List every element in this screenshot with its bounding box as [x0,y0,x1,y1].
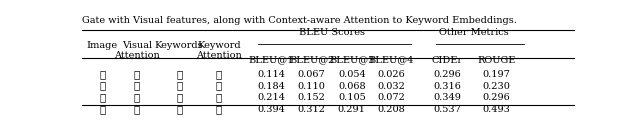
Text: ✓: ✓ [216,105,222,114]
Text: CIDEr: CIDEr [431,56,463,64]
Text: 0.296: 0.296 [433,70,461,79]
Text: 0.316: 0.316 [433,82,461,91]
Text: 0.105: 0.105 [338,93,365,102]
Text: ✗: ✗ [216,82,222,91]
Text: 0.208: 0.208 [378,105,405,114]
Text: Other Metrics: Other Metrics [440,28,509,38]
Text: Image: Image [87,41,118,50]
Text: Visual
Attention: Visual Attention [114,41,160,60]
Text: ✓: ✓ [99,105,106,114]
Text: BLEU@4: BLEU@4 [369,56,414,64]
Text: 0.032: 0.032 [378,82,405,91]
Text: Keywords: Keywords [155,41,204,50]
Text: ✓: ✓ [99,70,106,79]
Text: Gate with Visual features, along with Context-aware Attention to Keyword Embeddi: Gate with Visual features, along with Co… [83,16,517,25]
Text: 0.114: 0.114 [257,70,285,79]
Text: ✓: ✓ [99,82,106,91]
Text: ✓: ✓ [99,93,106,102]
Text: Keyword
Attention: Keyword Attention [196,41,242,60]
Text: ✓: ✓ [134,105,140,114]
Text: 0.110: 0.110 [298,82,326,91]
Text: ✓: ✓ [176,93,182,102]
Text: BLEU@1: BLEU@1 [248,56,294,64]
Text: 0.349: 0.349 [433,93,461,102]
Text: 0.394: 0.394 [257,105,285,114]
Text: 0.067: 0.067 [298,70,326,79]
Text: ✗: ✗ [134,70,140,79]
Text: ✓: ✓ [176,105,182,114]
Text: ✗: ✗ [176,70,182,79]
Text: ✗: ✗ [216,93,222,102]
Text: ✓: ✓ [134,93,140,102]
Text: 0.068: 0.068 [338,82,365,91]
Text: ✓: ✓ [134,82,140,91]
Text: ROUGE: ROUGE [477,56,516,64]
Text: 0.230: 0.230 [483,82,511,91]
Text: BLEU Scores: BLEU Scores [299,28,365,38]
Text: 0.312: 0.312 [298,105,326,114]
Text: 0.537: 0.537 [433,105,461,114]
Text: ✗: ✗ [176,82,182,91]
Text: 0.152: 0.152 [298,93,326,102]
Text: 0.072: 0.072 [378,93,405,102]
Text: BLEU@3: BLEU@3 [329,56,374,64]
Text: 0.026: 0.026 [378,70,405,79]
Text: 0.296: 0.296 [483,93,511,102]
Text: 0.291: 0.291 [338,105,365,114]
Text: ✗: ✗ [216,70,222,79]
Text: 0.184: 0.184 [257,82,285,91]
Text: 0.197: 0.197 [483,70,511,79]
Text: 0.054: 0.054 [338,70,365,79]
Text: 0.493: 0.493 [483,105,511,114]
Text: BLEU@2: BLEU@2 [289,56,334,64]
Text: 0.214: 0.214 [257,93,285,102]
